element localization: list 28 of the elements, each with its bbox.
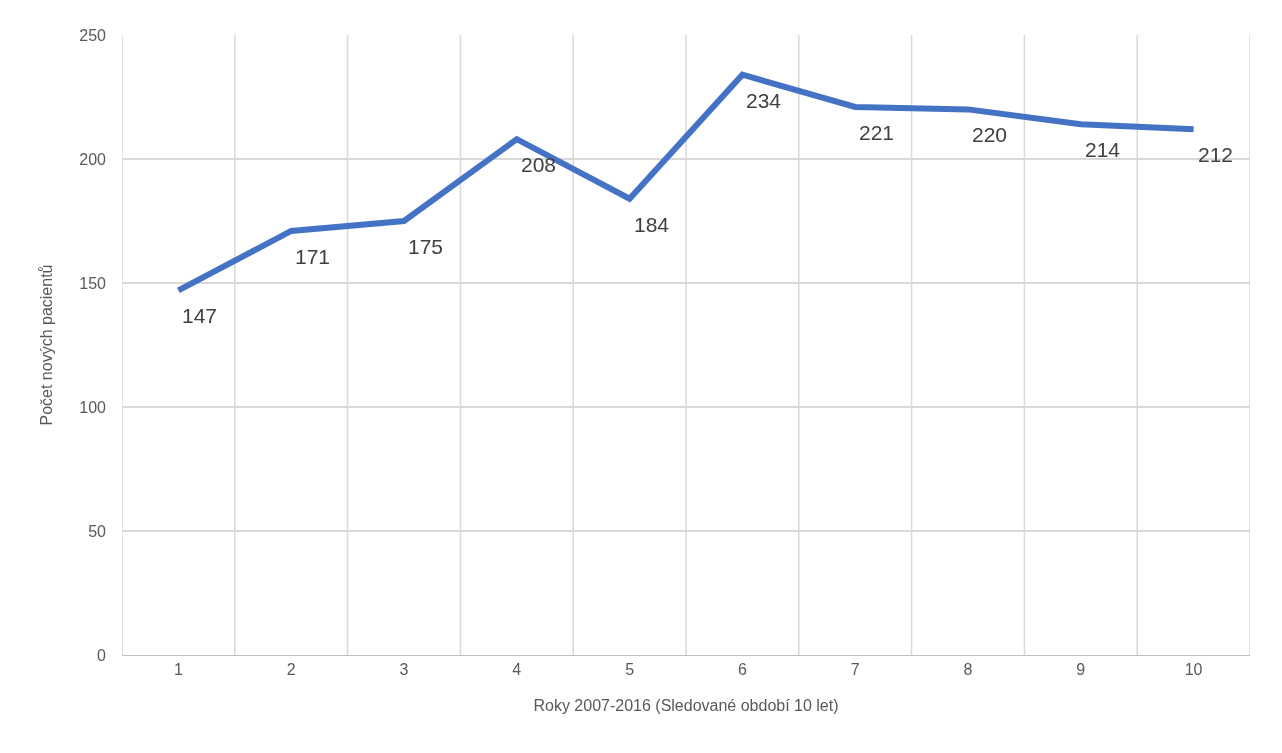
data-label: 184 (634, 213, 670, 236)
data-label: 220 (972, 123, 1008, 146)
y-tick-label: 200 (79, 150, 107, 168)
y-tick-label: 0 (97, 646, 107, 664)
x-tick-label: 2 (286, 661, 296, 679)
y-tick-label: 100 (79, 398, 107, 416)
x-tick-label: 10 (1184, 661, 1203, 679)
y-tick-label: 250 (79, 26, 107, 44)
y-tick-label: 150 (79, 274, 107, 292)
data-label: 221 (859, 121, 895, 144)
x-axis-title: Roky 2007-2016 (Sledované období 10 let) (533, 696, 839, 714)
x-tick-label: 7 (850, 661, 860, 679)
data-label: 171 (295, 245, 331, 268)
data-label: 214 (1085, 138, 1121, 161)
x-tick-label: 3 (399, 661, 409, 679)
x-tick-label: 5 (625, 661, 635, 679)
data-label: 147 (182, 304, 218, 327)
data-label: 175 (408, 235, 444, 258)
x-tick-label: 6 (737, 661, 747, 679)
x-tick-label: 8 (963, 661, 973, 679)
data-label: 208 (521, 153, 557, 176)
data-label: 234 (746, 89, 782, 112)
data-label: 212 (1198, 143, 1234, 166)
x-tick-label: 4 (512, 661, 522, 679)
y-tick-label: 50 (88, 522, 107, 540)
x-tick-label: 1 (173, 661, 183, 679)
x-tick-label: 9 (1076, 661, 1086, 679)
y-axis-title: Počet nových pacientů (38, 264, 56, 426)
